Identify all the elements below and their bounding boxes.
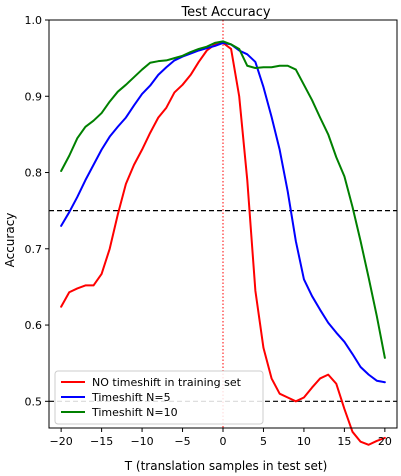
y-axis-title: Accuracy [3, 213, 17, 268]
series-line-2 [60, 40, 386, 359]
x-tick-label: 5 [260, 435, 267, 448]
plot-area-frame [48, 19, 398, 429]
series-layer [60, 40, 386, 446]
x-axis-title: T (translation samples in test set) [124, 459, 328, 473]
legend-box [54, 370, 264, 425]
y-axis-ticks: 0.5 0.6 0.7 0.8 0.9 1.0 [25, 14, 49, 408]
series-line-1 [60, 41, 386, 384]
x-tick-label: −15 [90, 435, 113, 448]
x-tick-label: −10 [130, 435, 153, 448]
y-tick-label: 0.5 [25, 395, 43, 408]
x-tick-label: −20 [50, 435, 73, 448]
x-tick-label: 10 [297, 435, 311, 448]
x-tick-label: 15 [337, 435, 351, 448]
x-tick-label: −5 [174, 435, 190, 448]
legend: NO timeshift in training set Timeshift N=… [54, 370, 264, 425]
legend-label: Timeshift N=5 [91, 391, 171, 404]
y-tick-label: 0.8 [25, 167, 43, 180]
chart-title: Test Accuracy [180, 5, 270, 20]
x-tick-label: 20 [378, 435, 392, 448]
x-tick-label: 0 [220, 435, 227, 448]
y-tick-label: 0.6 [25, 319, 43, 332]
y-tick-label: 0.7 [25, 243, 43, 256]
x-axis-ticks: −20 −15 −10 −5 0 5 10 15 20 [50, 428, 392, 448]
legend-label: Timeshift N=10 [91, 406, 178, 419]
y-tick-label: 1.0 [25, 14, 43, 27]
legend-label: NO timeshift in training set [92, 376, 242, 389]
y-tick-label: 0.9 [25, 90, 43, 103]
